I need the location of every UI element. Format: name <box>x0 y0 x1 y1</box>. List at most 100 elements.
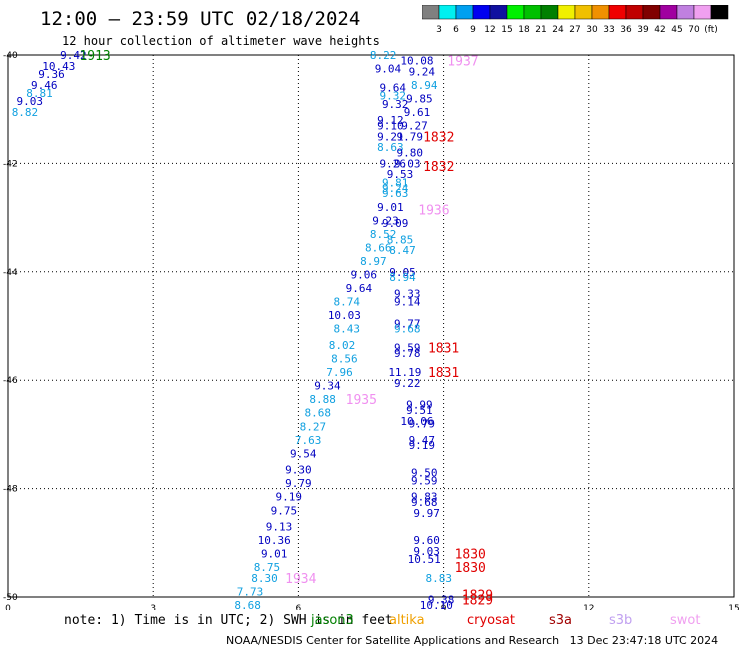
wave-height-label: 9.79 <box>396 130 423 143</box>
wave-height-label: 9.42 <box>60 49 87 62</box>
wave-height-label: 9.36 <box>38 68 65 81</box>
wave-height-label: 9.54 <box>290 447 317 460</box>
scale-label: 24 <box>552 25 564 35</box>
wave-height-label: 8.85 <box>387 233 414 246</box>
wave-height-label: 8.83 <box>426 572 453 585</box>
wave-height-label: 9.19 <box>275 491 302 504</box>
y-tick-label: -44 <box>3 268 18 278</box>
scale-label: 3 <box>436 25 442 35</box>
wave-height-label: 8.82 <box>12 106 39 119</box>
scale-label: 12 <box>484 25 495 35</box>
footer-credit-text: NOAA/NESDIS Center for Satellite Applica… <box>226 634 560 647</box>
satellite-label-s3a: s3a <box>549 613 573 628</box>
wave-height-label: 9.46 <box>31 79 58 92</box>
wave-height-label: 9.09 <box>382 217 409 230</box>
scale-label: 30 <box>586 25 598 35</box>
wave-height-label: 9.01 <box>261 548 288 561</box>
wave-height-label: 10.36 <box>258 534 291 547</box>
wave-height-label: 9.26 <box>380 157 407 170</box>
plot-frame <box>7 54 735 598</box>
wave-height-label: 9.78 <box>394 347 421 360</box>
wave-height-label: 9.53 <box>387 168 414 181</box>
scale-label: 33 <box>603 25 614 35</box>
wave-height-chart: 0 3 6 9 12 15-40-42-44-46-48-509.4210.439.369… <box>3 49 740 610</box>
scale-swatch <box>710 5 729 20</box>
wave-height-label: 8.56 <box>331 353 358 366</box>
wave-height-label: 10.06 <box>400 415 433 428</box>
wave-height-label: 10.51 <box>408 553 441 566</box>
pass-time-label: 1935 <box>346 393 377 408</box>
footer-credit: NOAA/NESDIS Center for Satellite Applica… <box>226 634 718 647</box>
wave-height-label: 9.03 <box>413 545 440 558</box>
y-tick-label: -46 <box>3 376 18 386</box>
wave-height-label: 9.13 <box>266 521 293 534</box>
wave-height-label: 8.97 <box>360 255 387 268</box>
wave-height-label: 9.83 <box>411 491 438 504</box>
scale-label: 39 <box>637 25 649 35</box>
wave-height-label: 9.27 <box>401 119 428 132</box>
wave-height-label: 7.73 <box>237 586 264 599</box>
pass-time-label: 1937 <box>447 54 478 69</box>
wave-height-label: 8.47 <box>389 244 416 257</box>
wave-height-label: 9.21 <box>377 130 404 143</box>
pass-time-label: 1829 <box>462 594 493 609</box>
scale-label: 36 <box>620 25 632 35</box>
wave-height-label: 9.24 <box>382 182 409 195</box>
scale-label: 21 <box>535 25 546 35</box>
wave-height-label: 9.32 <box>382 98 409 111</box>
wave-height-label: 9.03 <box>394 157 421 170</box>
wave-height-label: 9.59 <box>394 342 421 355</box>
scale-label: 18 <box>518 25 530 35</box>
wave-height-label: 9.04 <box>375 63 402 76</box>
chart-subtitle: 12 hour collection of altimeter wave hei… <box>62 34 380 48</box>
wave-height-label: 8.81 <box>26 87 53 100</box>
pass-time-label: 1831 <box>428 366 459 381</box>
pass-time-label: 1934 <box>285 572 316 587</box>
wave-height-label: 9.05 <box>389 266 416 279</box>
wave-height-label: 9.79 <box>409 418 436 431</box>
wave-height-label: 8.74 <box>334 296 361 309</box>
wave-height-label: 9.30 <box>285 464 312 477</box>
wave-height-label: 9.60 <box>413 534 440 547</box>
y-tick-label: -50 <box>3 593 18 603</box>
wave-height-label: 7.96 <box>326 366 353 379</box>
pass-time-label: 1936 <box>418 203 449 218</box>
wave-height-label: 9.50 <box>411 466 438 479</box>
wave-height-label: 9.77 <box>394 317 421 330</box>
wave-height-label: 9.32 <box>380 90 407 103</box>
wave-height-label: 9.19 <box>409 439 436 452</box>
pass-time-label: 1832 <box>423 130 454 145</box>
wave-height-label: 9.99 <box>406 399 433 412</box>
wave-height-label: 8.66 <box>365 241 392 254</box>
wave-height-label: 9.06 <box>350 269 377 282</box>
units-note: note: 1) Time is in UTC; 2) SWH is in fe… <box>64 613 393 628</box>
scale-label: 70 <box>688 25 700 35</box>
chart-title: 12:00 – 23:59 UTC 02/18/2024 <box>40 8 361 30</box>
satellite-label-s3b: s3b <box>609 613 633 628</box>
pass-time-label: 1913 <box>79 49 110 64</box>
wave-height-label: 9.85 <box>406 92 433 105</box>
wave-height-label: 9.64 <box>346 282 373 295</box>
x-tick-label: 6 <box>296 604 302 610</box>
wave-height-label: 10.03 <box>328 309 361 322</box>
wave-height-label: 7.63 <box>295 434 322 447</box>
wave-height-label: 8.22 <box>370 49 397 62</box>
wave-height-label: 9.38 <box>428 594 455 607</box>
wave-height-label: 8.94 <box>389 271 416 284</box>
pass-time-label: 1831 <box>428 342 459 357</box>
pass-time-label: 1830 <box>455 548 486 563</box>
wave-height-label: 9.51 <box>406 404 433 417</box>
wave-height-label: 8.43 <box>334 323 361 336</box>
wave-height-label: 9.75 <box>271 504 298 517</box>
footer-timestamp: 13 Dec 23:47:18 UTC 2024 <box>569 634 719 647</box>
wave-height-label: 9.23 <box>372 214 399 227</box>
scale-label: 6 <box>453 25 459 35</box>
wave-height-label: 10.10 <box>420 599 453 610</box>
scale-label: (ft) <box>704 25 718 35</box>
pass-time-label: 1829 <box>462 588 493 603</box>
satellite-label-swot: swot <box>670 613 701 628</box>
satellite-label-cryosat: cryosat <box>467 613 515 628</box>
wave-height-label: 9.03 <box>17 95 44 108</box>
wave-height-label: 8.68 <box>305 407 332 420</box>
wave-height-label: 8.94 <box>411 79 438 92</box>
